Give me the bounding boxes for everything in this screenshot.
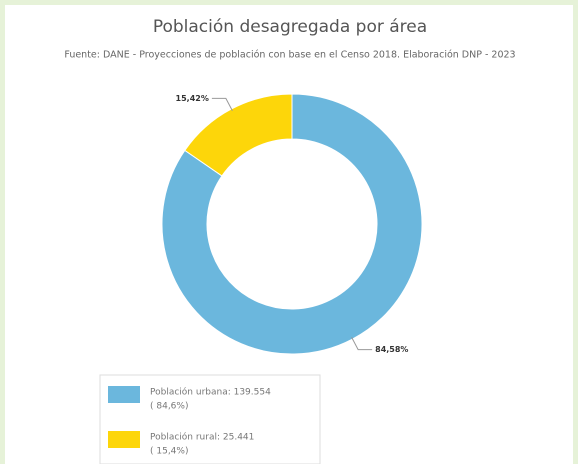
leader-line	[211, 97, 233, 111]
slice	[161, 93, 423, 355]
legend-note: ( 15,4%)	[150, 447, 188, 457]
chart-subtitle: Fuente: DANE - Proyecciones de población…	[64, 50, 515, 61]
leader-line	[351, 337, 373, 351]
legend-swatch	[108, 431, 140, 448]
chart-title: Población desagregada por área	[153, 17, 427, 37]
slice	[184, 93, 293, 177]
data-label: 15,42%	[176, 94, 209, 103]
legend-label: Población urbana: 139.554	[150, 387, 271, 398]
legend-label: Población rural: 25.441	[150, 432, 254, 443]
legend-swatch	[108, 386, 140, 403]
legend-note: ( 84,6%)	[150, 402, 188, 412]
data-label: 84,58%	[375, 345, 408, 354]
